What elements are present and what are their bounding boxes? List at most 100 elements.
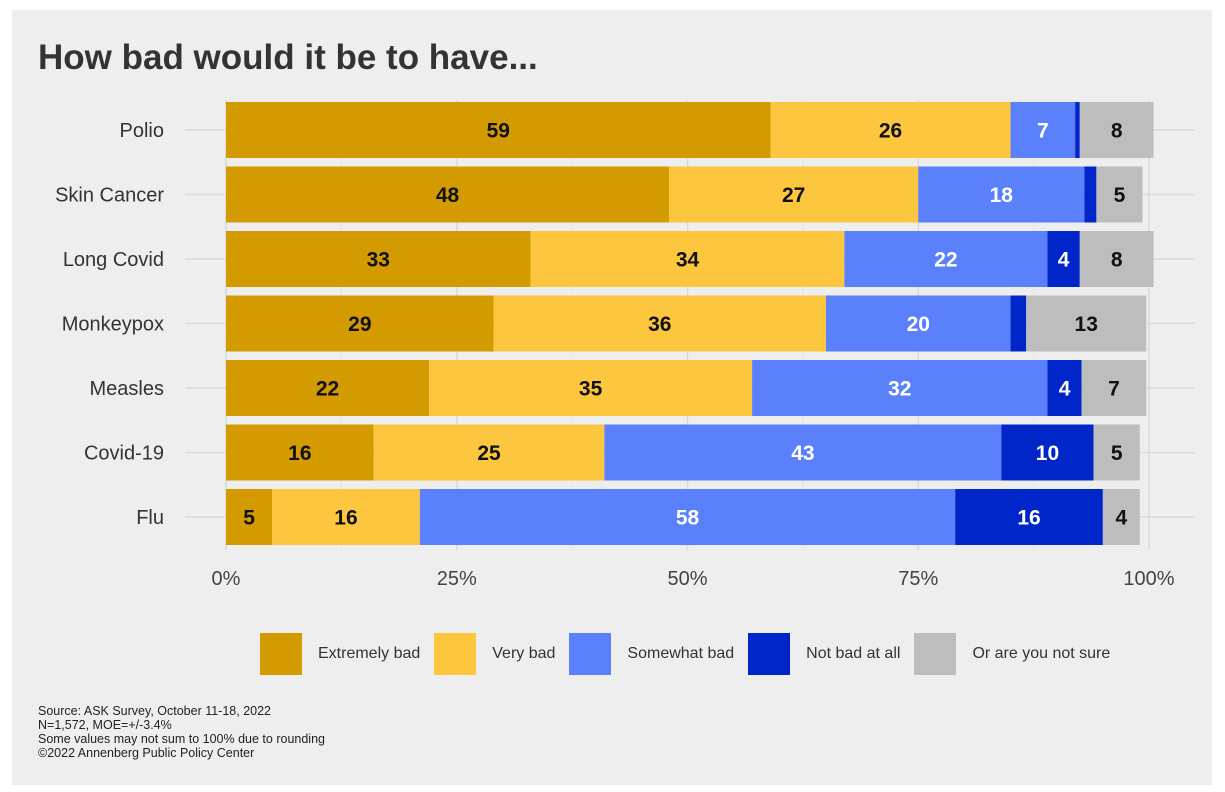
data-label: 5 bbox=[243, 507, 255, 530]
data-label: 35 bbox=[579, 378, 603, 401]
data-label: 7 bbox=[1108, 378, 1120, 401]
bar-segment bbox=[1075, 102, 1080, 158]
data-label: 16 bbox=[288, 442, 311, 465]
bar-segment bbox=[1096, 166, 1143, 223]
bar-segment bbox=[226, 166, 670, 223]
bar-segment bbox=[1010, 295, 1027, 352]
x-tick-label: 0% bbox=[212, 568, 241, 590]
legend-item-not-sure: Or are you not sure bbox=[914, 633, 1110, 675]
bar-segment bbox=[1047, 360, 1082, 416]
bar-segment bbox=[1102, 489, 1140, 545]
category-label: Polio bbox=[120, 120, 164, 142]
x-tick-label: 100% bbox=[1123, 568, 1174, 590]
copyright-line: ©2022 Annenberg Public Policy Center bbox=[38, 746, 255, 760]
data-label: 26 bbox=[879, 120, 902, 143]
bar-segment bbox=[1001, 424, 1094, 481]
data-label: 34 bbox=[676, 249, 700, 272]
data-label: 25 bbox=[477, 442, 501, 465]
bar-segment bbox=[493, 295, 826, 352]
data-label: 22 bbox=[316, 378, 339, 401]
category-label: Skin Cancer bbox=[55, 185, 164, 207]
data-label: 43 bbox=[791, 442, 814, 465]
bar-segment bbox=[825, 295, 1011, 352]
data-label: 58 bbox=[676, 507, 700, 530]
source-note: Source: ASK Survey, October 11-18, 2022 … bbox=[38, 704, 325, 760]
legend-swatch bbox=[569, 633, 612, 675]
legend-item-very-bad: Very bad bbox=[434, 633, 555, 675]
data-label: 32 bbox=[888, 378, 911, 401]
legend-swatch bbox=[434, 633, 477, 675]
data-label: 7 bbox=[1037, 120, 1049, 143]
bar-segment bbox=[1079, 231, 1154, 287]
legend-item-somewhat-bad: Somewhat bad bbox=[569, 633, 734, 675]
bar-segment bbox=[1047, 231, 1080, 287]
bar-segment bbox=[752, 360, 1048, 416]
data-label: 18 bbox=[990, 184, 1014, 207]
bar-segment bbox=[226, 424, 374, 481]
data-label: 4 bbox=[1059, 378, 1071, 401]
data-label: 22 bbox=[934, 249, 957, 272]
legend-label: Extremely bad bbox=[318, 645, 421, 662]
bar-segment bbox=[226, 231, 531, 287]
x-tick-label: 75% bbox=[898, 568, 938, 590]
x-tick-label: 50% bbox=[667, 568, 707, 590]
legend-label: Somewhat bad bbox=[627, 645, 735, 662]
bar-segment bbox=[429, 360, 753, 416]
bar-segment bbox=[770, 102, 1011, 158]
data-label: 16 bbox=[1017, 507, 1040, 530]
legend-swatch bbox=[914, 633, 957, 675]
data-label: 20 bbox=[907, 313, 930, 336]
bar-segment bbox=[226, 360, 430, 416]
category-label: Measles bbox=[90, 378, 164, 400]
data-label: 10 bbox=[1036, 442, 1059, 465]
legend-label: Very bad bbox=[492, 645, 556, 662]
data-label: 16 bbox=[334, 507, 357, 530]
x-tick-label: 25% bbox=[437, 568, 477, 590]
bar-segment bbox=[226, 295, 494, 352]
data-label: 29 bbox=[348, 313, 371, 336]
legend-item-not-bad-at-all: Not bad at all bbox=[748, 633, 900, 675]
bar-segment bbox=[373, 424, 605, 481]
data-label: 8 bbox=[1111, 249, 1123, 272]
bar-segment bbox=[955, 489, 1103, 545]
sample-size-line: N=1,572, MOE=+/-3.4% bbox=[38, 718, 172, 732]
data-label: 48 bbox=[436, 184, 460, 207]
data-label: 33 bbox=[367, 249, 390, 272]
bar-segment bbox=[419, 489, 956, 545]
bar-segment bbox=[1079, 102, 1154, 158]
category-label: Monkeypox bbox=[62, 314, 164, 336]
data-label: 59 bbox=[487, 120, 510, 143]
bar-segment bbox=[844, 231, 1048, 287]
rounding-note: Some values may not sum to 100% due to r… bbox=[38, 732, 325, 746]
data-label: 5 bbox=[1111, 442, 1123, 465]
bar-segment bbox=[1084, 166, 1097, 223]
legend-label: Not bad at all bbox=[806, 645, 901, 662]
legend-item-extremely-bad: Extremely bad bbox=[260, 633, 420, 675]
category-label: Long Covid bbox=[63, 249, 164, 271]
bar-segment bbox=[226, 489, 273, 545]
bar-segment bbox=[1026, 295, 1147, 352]
bar-segment bbox=[669, 166, 919, 223]
data-label: 8 bbox=[1111, 120, 1123, 143]
source-line: Source: ASK Survey, October 11-18, 2022 bbox=[38, 704, 272, 718]
data-label: 4 bbox=[1115, 507, 1127, 530]
category-label: Flu bbox=[136, 507, 164, 529]
data-label: 36 bbox=[648, 313, 671, 336]
chart-title: How bad would it be to have... bbox=[38, 38, 538, 77]
data-label: 4 bbox=[1058, 249, 1070, 272]
bar-segment bbox=[272, 489, 420, 545]
bar-segment bbox=[1081, 360, 1147, 416]
bar-segment bbox=[530, 231, 845, 287]
bar-segment bbox=[918, 166, 1085, 223]
data-label: 13 bbox=[1075, 313, 1098, 336]
data-label: 27 bbox=[782, 184, 805, 207]
legend-swatch bbox=[260, 633, 302, 675]
bar-segment bbox=[1093, 424, 1140, 481]
legend: Extremely bad Very bad Somewhat bad Not … bbox=[260, 633, 1124, 675]
category-label: Covid-19 bbox=[84, 443, 164, 465]
legend-swatch bbox=[748, 633, 791, 675]
bar-segment bbox=[226, 102, 771, 158]
bar-segment bbox=[604, 424, 1002, 481]
data-label: 5 bbox=[1114, 184, 1126, 207]
